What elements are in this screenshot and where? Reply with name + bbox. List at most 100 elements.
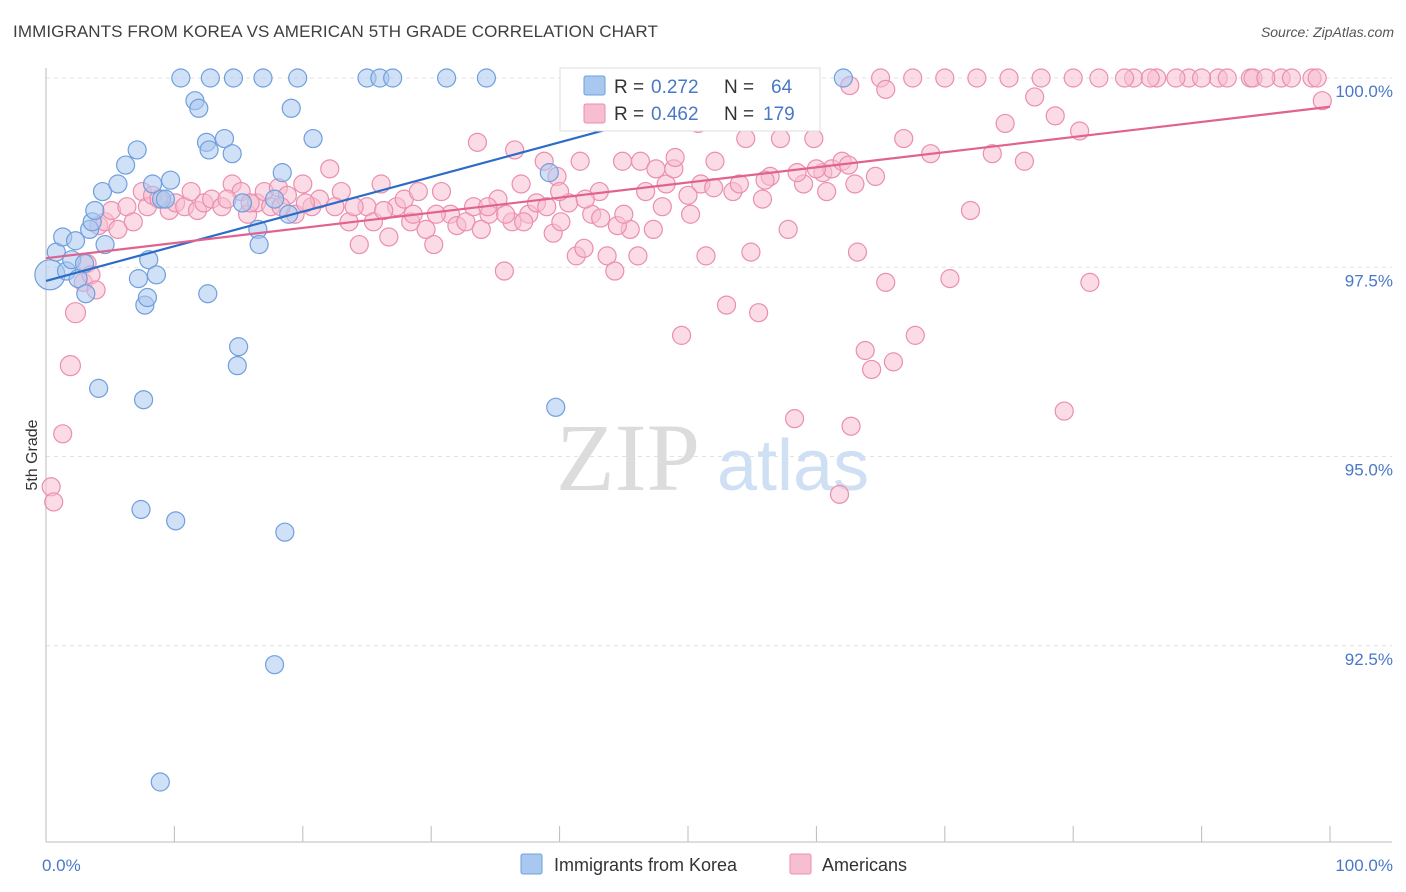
korea-point-30 xyxy=(222,144,242,164)
legend-n-label-americans: N = xyxy=(724,104,754,125)
americans-point-115 xyxy=(1025,87,1045,107)
americans-point-156 xyxy=(646,159,666,179)
americans-point-164 xyxy=(865,166,886,187)
americans-point-107 xyxy=(894,128,914,149)
korea-point-61 xyxy=(546,397,566,417)
americans-point-165 xyxy=(496,204,516,224)
korea-point-52 xyxy=(223,68,244,88)
korea-point-13 xyxy=(108,174,128,194)
americans-point-71 xyxy=(574,238,594,258)
legend-swatch-americans xyxy=(583,103,606,124)
americans-point-58 xyxy=(471,219,491,239)
korea-point-40 xyxy=(303,128,323,149)
americans-point-91 xyxy=(749,303,769,323)
americans-point-74 xyxy=(597,246,617,266)
americans-point-139 xyxy=(1191,68,1212,88)
americans-point-189 xyxy=(829,484,850,504)
americans-point-135 xyxy=(1089,68,1109,88)
americans-point-170 xyxy=(614,204,634,224)
americans-point-180 xyxy=(426,204,446,224)
bottom-legend: Immigrants from Korea Americans xyxy=(520,853,907,875)
korea-point-53 xyxy=(253,68,273,88)
americans-point-83 xyxy=(671,325,692,345)
legend-n-value-korea: 64 xyxy=(771,77,793,98)
korea-point-57 xyxy=(383,68,403,88)
americans-point-53 xyxy=(431,181,452,202)
korea-point-44 xyxy=(131,499,151,520)
chart-title: IMMIGRANTS FROM KOREA VS AMERICAN 5TH GR… xyxy=(13,22,658,41)
americans-point-51 xyxy=(416,219,436,239)
korea-point-24 xyxy=(160,170,181,190)
americans-point-149 xyxy=(467,132,488,152)
americans-point-114 xyxy=(1014,151,1035,171)
americans-point-86 xyxy=(696,246,716,266)
korea-point-63 xyxy=(833,68,853,88)
bottom-legend-swatch-americans xyxy=(789,853,812,875)
korea-point-36 xyxy=(264,189,285,209)
americans-point-173 xyxy=(704,178,724,198)
americans-point-79 xyxy=(636,181,656,202)
korea-point-42 xyxy=(89,378,109,398)
y-axis-label: 5th Grade xyxy=(24,419,41,490)
americans-point-104 xyxy=(862,359,882,380)
bottom-legend-swatch-korea xyxy=(520,853,543,875)
americans-point-101 xyxy=(841,416,861,436)
americans-point-63 xyxy=(511,174,531,194)
americans-point-137 xyxy=(1140,68,1160,88)
americans-point-174 xyxy=(729,174,749,194)
korea-point-54 xyxy=(288,68,308,88)
americans-point-130 xyxy=(935,68,955,88)
y-tick-label-0: 100.0% xyxy=(1335,82,1393,101)
americans-point-4 xyxy=(64,302,87,324)
americans-point-97 xyxy=(804,128,824,149)
americans-point-39 xyxy=(320,159,340,179)
americans-point-134 xyxy=(1063,68,1083,88)
americans-point-163 xyxy=(845,174,865,194)
americans-point-131 xyxy=(967,68,987,88)
americans-point-76 xyxy=(612,151,633,171)
americans-point-103 xyxy=(855,340,875,361)
legend-r-value-korea: 0.272 xyxy=(651,77,699,98)
americans-point-167 xyxy=(537,197,557,217)
americans-point-166 xyxy=(514,212,534,232)
americans-point-129 xyxy=(903,68,923,88)
legend-n-value-americans: 179 xyxy=(763,104,795,125)
watermark-zip: ZIP xyxy=(556,404,700,511)
y-tick-label-2: 95.0% xyxy=(1345,461,1393,480)
korea-point-38 xyxy=(279,204,299,224)
americans-point-42 xyxy=(349,234,369,255)
americans-point-176 xyxy=(787,163,807,183)
korea-point-50 xyxy=(171,68,191,88)
americans-point-155 xyxy=(630,151,651,171)
korea-point-47 xyxy=(275,522,295,542)
americans-point-143 xyxy=(1281,68,1302,88)
korea-point-20 xyxy=(142,174,163,194)
americans-point-127 xyxy=(1312,91,1332,111)
americans-point-78 xyxy=(628,246,648,266)
korea-point-21 xyxy=(146,265,167,285)
chart-source: Source: ZipAtlas.com xyxy=(1260,24,1394,40)
korea-point-5 xyxy=(65,231,86,251)
korea-point-28 xyxy=(199,140,219,160)
americans-point-22 xyxy=(181,181,201,202)
korea-point-43 xyxy=(133,390,154,410)
americans-point-1 xyxy=(44,492,64,512)
americans-point-140 xyxy=(1217,68,1237,88)
americans-point-144 xyxy=(1307,68,1327,88)
bottom-legend-label-americans: Americans xyxy=(822,855,907,875)
americans-point-111 xyxy=(960,200,981,221)
americans-point-68 xyxy=(551,212,571,232)
legend-r-label-americans: R = xyxy=(614,104,644,125)
americans-point-89 xyxy=(736,128,756,149)
americans-point-110 xyxy=(940,269,960,289)
korea-point-49 xyxy=(150,772,170,792)
americans-point-2 xyxy=(53,424,73,444)
bottom-legend-label-korea: Immigrants from Korea xyxy=(554,855,738,875)
korea-point-26 xyxy=(189,98,209,118)
americans-point-171 xyxy=(652,197,672,217)
americans-point-106 xyxy=(883,352,904,372)
korea-point-60 xyxy=(539,163,559,183)
americans-point-14 xyxy=(123,212,143,232)
korea-point-15 xyxy=(127,140,147,160)
